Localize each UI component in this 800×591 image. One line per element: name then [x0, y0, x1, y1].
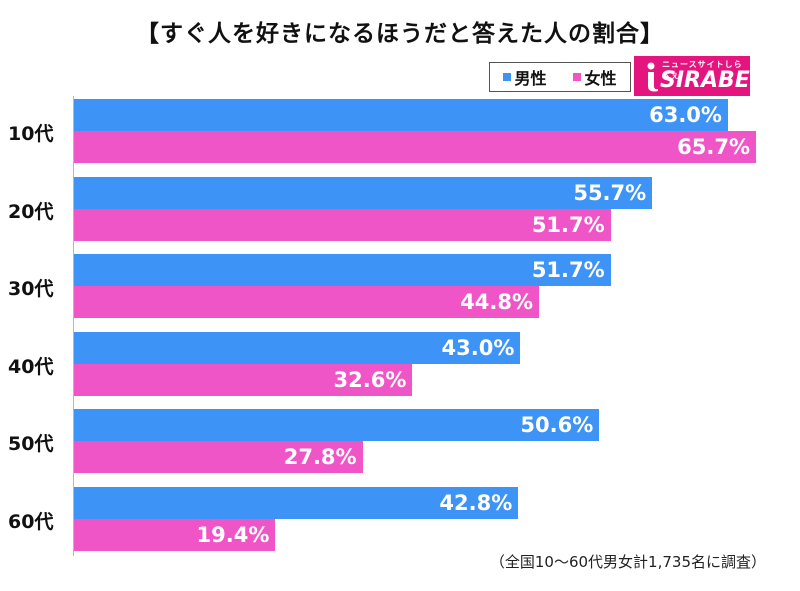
bar-female: [74, 131, 756, 163]
category-label: 60代: [8, 510, 54, 533]
bar-value-label-female: 27.8%: [283, 445, 357, 469]
category-label: 30代: [8, 278, 54, 300]
logo-tagline: ニュースサイトしらべぇ: [662, 60, 743, 80]
legend-item-male: 男性: [503, 65, 547, 89]
bar-value-label-male: 42.8%: [439, 490, 513, 515]
legend-swatch-female: [573, 73, 582, 81]
bar-value-label-male: 51.7%: [531, 258, 605, 282]
legend-swatch-male: [503, 73, 512, 81]
bar-female: [74, 286, 540, 318]
bar-value-label-female: 32.6%: [333, 367, 407, 392]
bar-male: [74, 254, 611, 286]
legend-item-female: 女性: [573, 65, 617, 89]
bar-male: [74, 176, 653, 209]
bar-value-label-male: 55.7%: [573, 180, 647, 205]
legend-label-female: 女性: [584, 69, 617, 88]
bar-value-label-male: 43.0%: [441, 335, 515, 360]
bar-female: [74, 363, 413, 396]
bar-female: [74, 441, 363, 473]
bar-value-label-male: 63.0%: [649, 103, 722, 127]
logo-i-mark-icon: [647, 62, 658, 92]
bar-male: [74, 486, 519, 519]
sirabee-logo: ニュースサイトしらべぇ SIRABEE: [634, 56, 765, 96]
bar-value-label-female: 51.7%: [531, 212, 605, 237]
bar-value-label-female: 19.4%: [196, 522, 270, 547]
bar-male: [74, 331, 521, 364]
survey-note: （全国10～60代男女計1,735名に調査）: [489, 553, 766, 571]
legend: 男性 女性: [489, 62, 631, 92]
category-label: 20代: [8, 200, 54, 223]
category-label: 10代: [8, 123, 54, 145]
bar-value-label-male: 50.6%: [520, 413, 594, 437]
legend-label-male: 男性: [514, 69, 547, 88]
bar-value-label-female: 44.8%: [460, 290, 534, 314]
bar-male: [74, 99, 728, 131]
bar-female: [74, 518, 276, 551]
logo-wordmark: SIRABEE: [660, 68, 765, 93]
bar-male: [74, 409, 600, 441]
category-label: 50代: [8, 433, 54, 455]
chart-title: 【すぐ人を好きになるほうだと答えた人の割合】: [136, 21, 664, 47]
category-label: 40代: [8, 355, 54, 378]
category-axis-line: [73, 96, 74, 556]
bar-value-label-female: 65.7%: [677, 135, 750, 159]
bar-female: [74, 208, 611, 241]
